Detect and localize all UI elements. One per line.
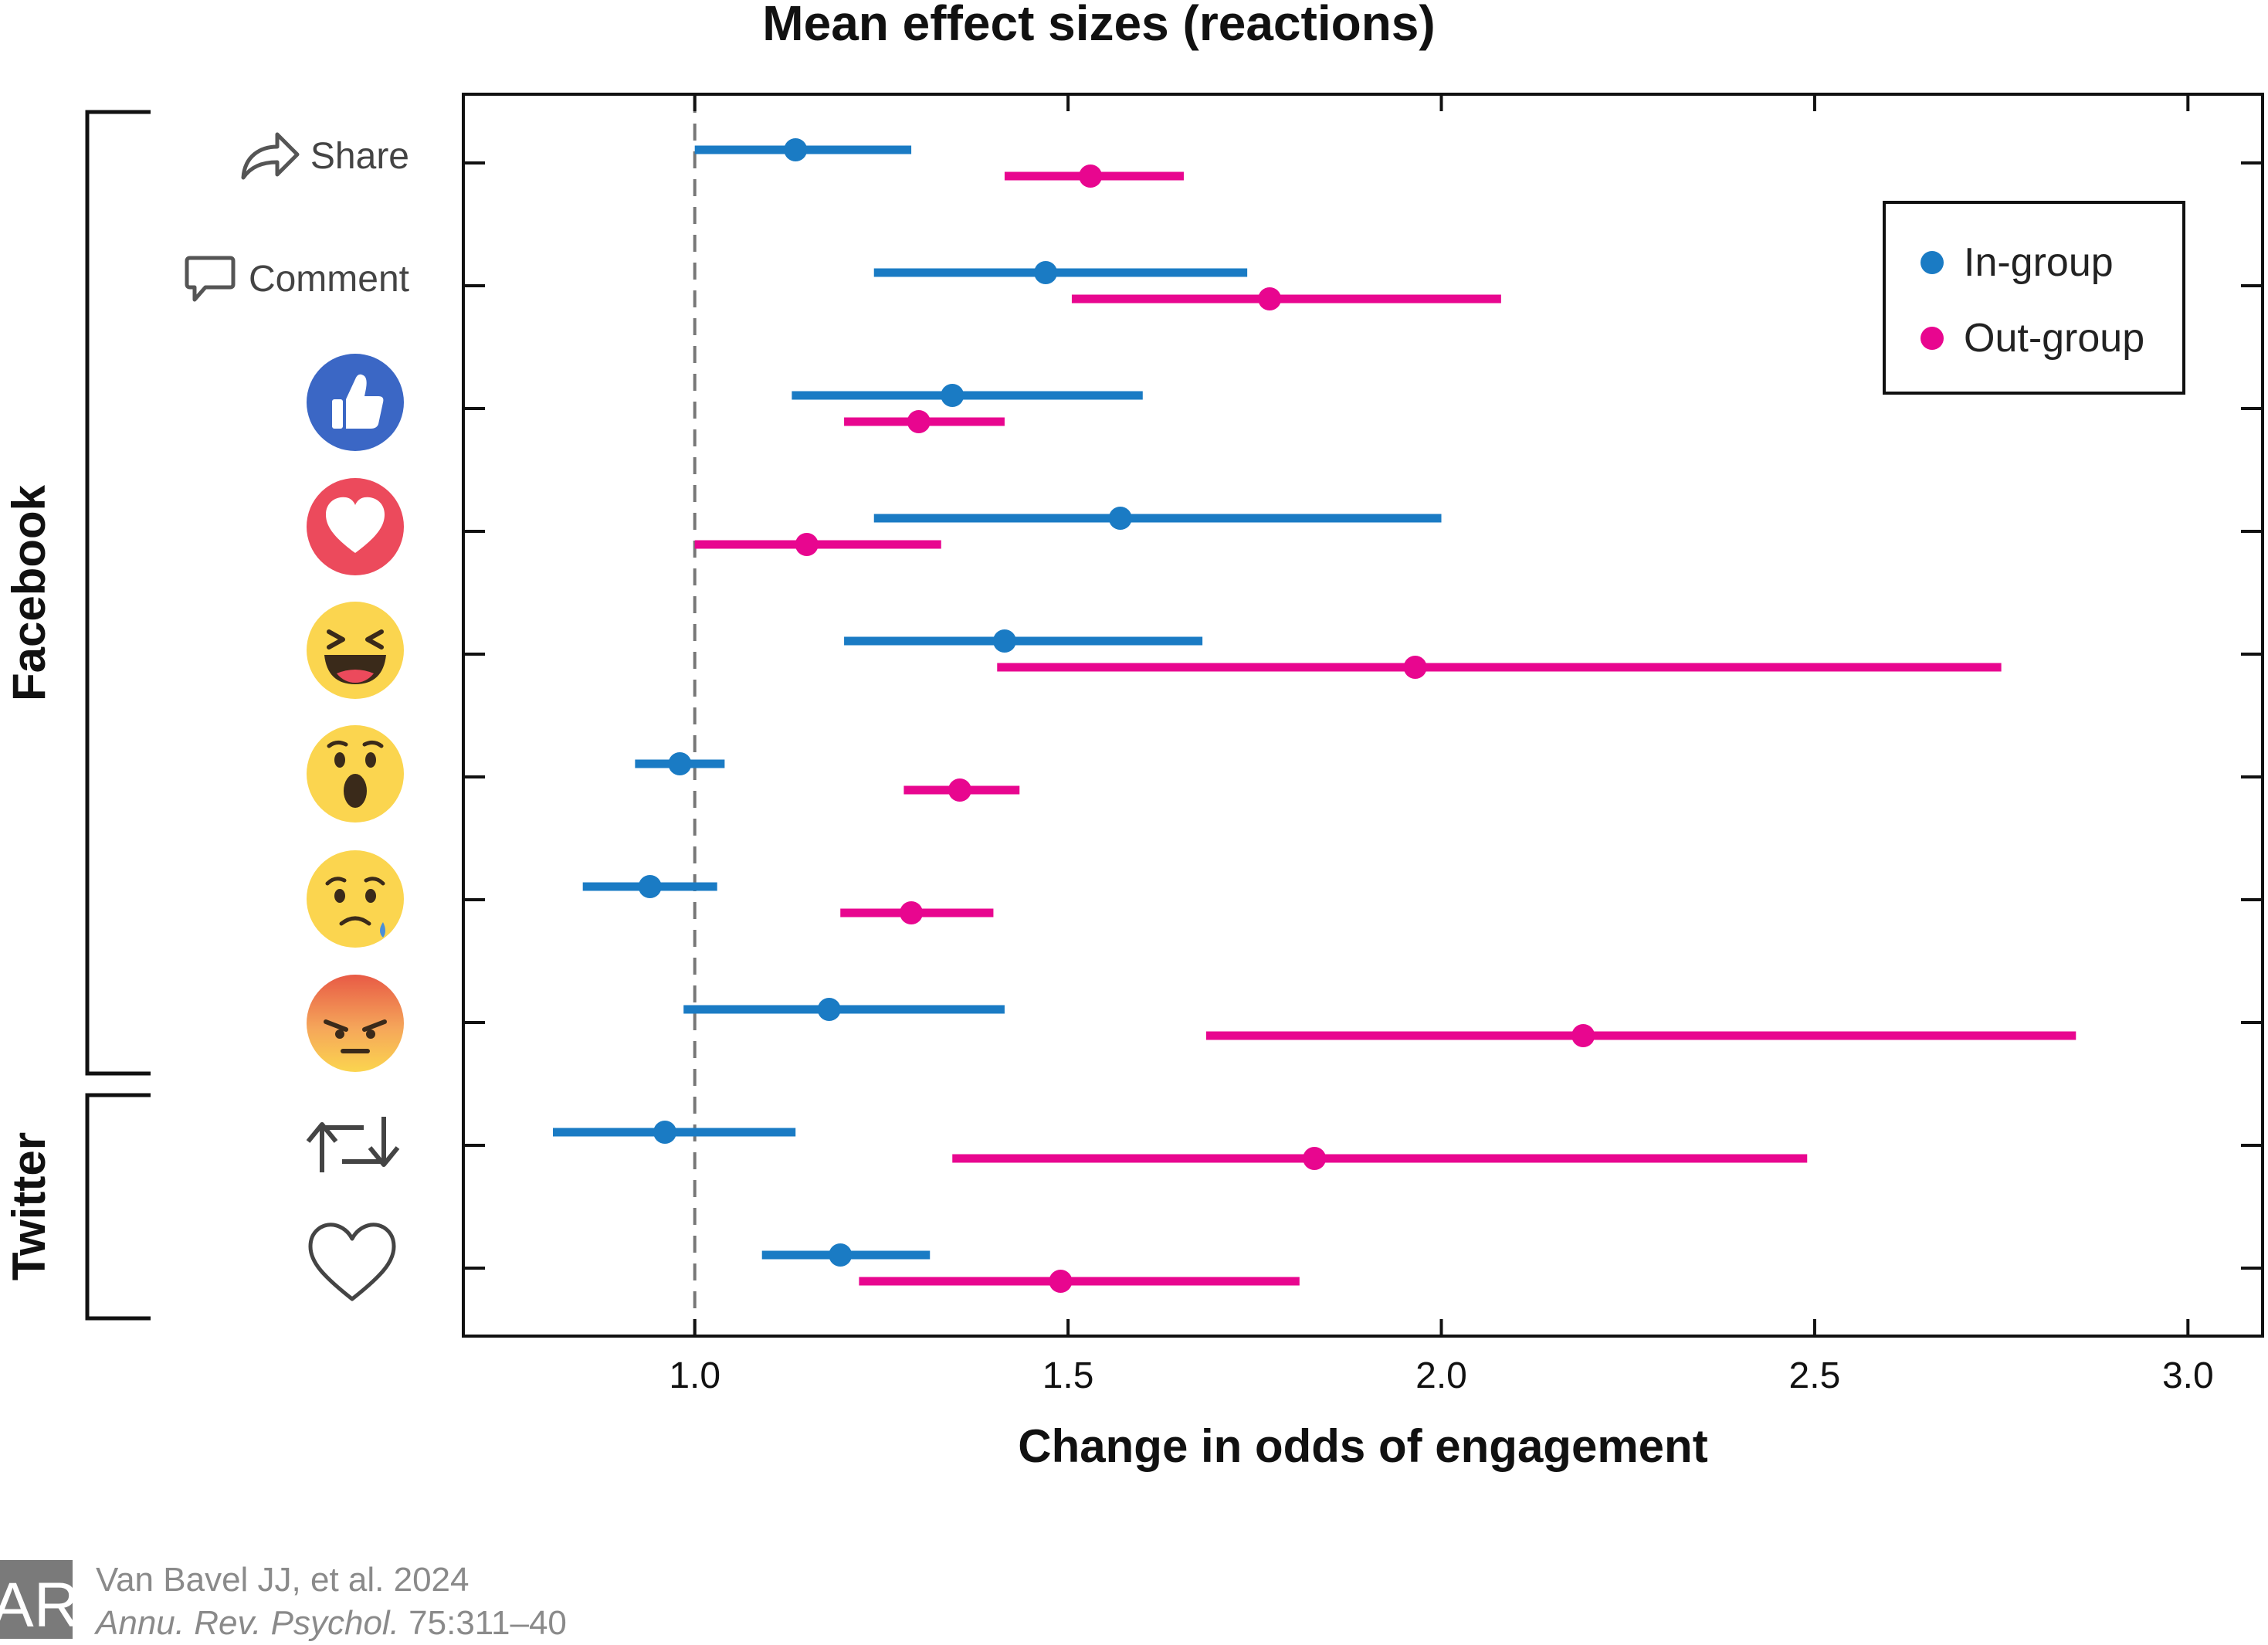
group-label-facebook: Facebook xyxy=(3,484,55,701)
out-group-point xyxy=(795,533,819,556)
group-label-twitter: Twitter xyxy=(3,1132,55,1280)
in-group-point xyxy=(817,998,841,1021)
out-group-point xyxy=(1258,287,1282,310)
legend-label-in-group: In-group xyxy=(1964,240,2114,285)
in-group-point xyxy=(941,384,964,407)
out-group-point xyxy=(1079,164,1103,188)
x-tick-label: 1.0 xyxy=(669,1355,720,1396)
in-group-point xyxy=(784,138,808,161)
x-tick-label: 3.0 xyxy=(2162,1355,2214,1396)
out-group-point xyxy=(900,901,924,924)
x-ticks: 1.0 1.5 2.0 2.5 3.0 xyxy=(669,94,2214,1396)
like-icon xyxy=(307,354,404,451)
in-group-point xyxy=(638,875,662,898)
out-group-point xyxy=(948,778,971,802)
x-tick-label: 2.5 xyxy=(1789,1355,1841,1396)
credit-pages: 75:311–40 xyxy=(399,1604,567,1642)
share-icon xyxy=(241,132,300,180)
in-group-point xyxy=(1034,261,1058,284)
sad-icon xyxy=(307,850,404,948)
x-axis-label: Change in odds of engagement xyxy=(1018,1420,1707,1472)
legend: In-group Out-group xyxy=(1883,201,2185,395)
in-group-point xyxy=(829,1243,853,1267)
legend-swatch-in-group xyxy=(1921,251,1944,274)
in-group-point xyxy=(653,1121,677,1144)
out-group-point xyxy=(1303,1147,1327,1170)
y-ticks xyxy=(463,161,2263,1270)
credit-line-1: Van Bavel JJ, et al. 2024 xyxy=(96,1561,469,1599)
in-group-point xyxy=(1108,507,1132,530)
facebook-bracket xyxy=(85,110,151,1076)
svg-text:AR: AR xyxy=(0,1570,80,1640)
out-group-point xyxy=(1049,1270,1073,1293)
legend-box xyxy=(1883,201,2185,395)
heart-icon xyxy=(308,1223,396,1301)
legend-swatch-out-group xyxy=(1921,327,1944,350)
out-group-point xyxy=(907,410,931,433)
angry-icon xyxy=(307,975,404,1072)
chart-title: Mean effect sizes (reactions) xyxy=(762,0,1435,51)
credit-block: AR Van Bavel JJ, et al. 2024 Annu. Rev. … xyxy=(0,1560,567,1642)
twitter-bracket xyxy=(85,1093,151,1321)
annual-reviews-logo: AR xyxy=(0,1560,80,1640)
credit-line-2: Annu. Rev. Psychol. 75:311–40 xyxy=(93,1604,567,1642)
retweet-icon xyxy=(306,1117,400,1172)
x-tick-label: 2.0 xyxy=(1415,1355,1467,1396)
x-tick-label: 1.5 xyxy=(1042,1355,1094,1396)
out-group-point xyxy=(1571,1024,1595,1047)
wow-icon xyxy=(307,725,404,822)
haha-icon xyxy=(307,602,404,699)
credit-journal: Annu. Rev. Psychol. xyxy=(93,1604,399,1642)
row-label-share: Share xyxy=(310,136,409,177)
data-marks xyxy=(553,138,2076,1293)
comment-icon xyxy=(185,256,236,302)
row-label-comment: Comment xyxy=(249,259,409,300)
in-group-point xyxy=(668,752,692,775)
love-icon xyxy=(307,478,404,575)
in-group-point xyxy=(992,629,1016,653)
plot-frame xyxy=(462,93,2264,1338)
out-group-point xyxy=(1403,656,1427,679)
legend-label-out-group: Out-group xyxy=(1964,316,2144,361)
